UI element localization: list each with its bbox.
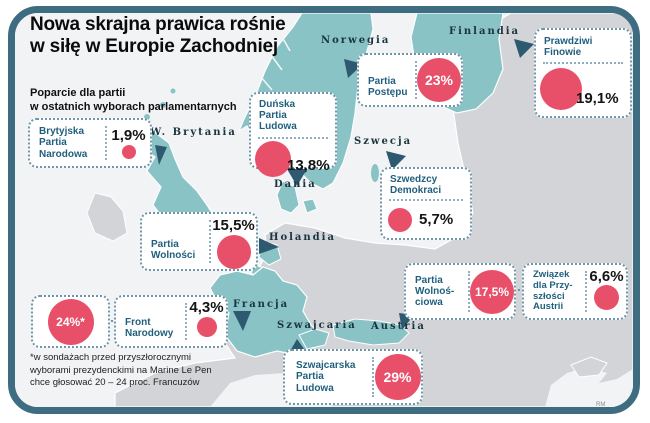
party-value-bnp: 1,9%	[111, 127, 146, 144]
callout-bnp: Brytyjska Partia Narodowa 1,9%	[28, 118, 152, 168]
party-value-fn-poll: 24%*	[56, 314, 85, 329]
map-label-netherlands: Holandia	[269, 232, 336, 243]
callout-fpo: Partia Wolnoś- ciowa 17,5%	[404, 263, 516, 320]
party-name-frp: Partia Postępu	[368, 75, 408, 98]
callout-frp: Partia Postępu 23%	[357, 53, 463, 107]
footnote: *w sondażach przed przyszłorocznymi wybo…	[30, 352, 212, 389]
map-label-switzerland: Szwajcaria	[277, 320, 357, 331]
value-dot	[594, 285, 619, 310]
divider	[105, 126, 107, 160]
party-name-df: Duńska Partia Ludowa	[259, 99, 297, 133]
map-label-france: Francja	[233, 299, 290, 310]
value-dot-fpo: 17,5%	[470, 269, 514, 314]
map-label-norway: Norwegia	[321, 35, 391, 46]
party-name-fn: Front Narodowy	[125, 316, 174, 339]
fjord-lines	[260, 34, 291, 91]
value-dot	[388, 207, 412, 232]
divider	[209, 220, 211, 263]
party-value-ps: 19,1%	[576, 90, 619, 107]
value-dot-fn-poll: 24%*	[47, 298, 94, 345]
value-dot	[216, 235, 251, 269]
map-label-denmark: Dania	[274, 179, 317, 190]
value-dot-frp: 23%	[417, 58, 461, 102]
page-title: Nowa skrajna prawica rośnie w siłę w Eur…	[30, 14, 286, 58]
party-value-fpo: 17,5%	[474, 284, 510, 299]
callout-fn-poll: 24%*	[31, 295, 110, 348]
map-label-austria: Austria	[371, 321, 426, 332]
callout-svp: Szwajcarska Partia Ludowa 29%	[283, 349, 423, 405]
callout-sd: Szwedzcy Demokraci 5,7%	[380, 167, 472, 240]
divider	[543, 62, 623, 65]
party-value-frp: 23%	[424, 72, 454, 88]
divider	[585, 271, 587, 312]
party-name-svp: Szwajcarska Partia Ludowa	[296, 360, 356, 394]
country-austria	[332, 318, 410, 346]
party-value-sd: 5,7%	[419, 211, 454, 229]
divider	[372, 357, 374, 397]
pointer-sweden	[386, 151, 406, 170]
party-name-ps: Prawdziwi Finowie	[544, 36, 593, 59]
party-value-df: 13,8%	[287, 156, 330, 174]
pointer-uk	[155, 145, 167, 165]
divider	[258, 136, 328, 139]
value-dot	[196, 317, 217, 337]
country-france	[209, 266, 322, 358]
island-zealand	[302, 198, 318, 214]
crimea	[570, 356, 608, 378]
callout-ps: Prawdziwi Finowie 19,1%	[534, 28, 632, 118]
party-name-fpo: Partia Wolnoś- ciowa	[415, 274, 455, 309]
connector-austria	[514, 289, 524, 291]
country-denmark	[276, 180, 300, 214]
island-gotland	[371, 164, 379, 182]
value-dot	[121, 145, 136, 159]
pointer-netherlands	[259, 238, 279, 254]
party-name-sd: Szwedzcy Demokraci	[390, 174, 442, 197]
divider	[389, 199, 463, 202]
pointer-finland	[514, 39, 534, 58]
callout-pvv: Partia Wolności 15,5%	[140, 212, 258, 271]
black-sea	[545, 367, 633, 407]
pointer-denmark	[287, 169, 307, 186]
party-value-pvv: 15,5%	[212, 217, 255, 234]
divider	[185, 303, 187, 340]
value-dot-svp: 29%	[374, 354, 421, 400]
island-orkney	[160, 102, 166, 108]
party-value-bzo: 6,6%	[589, 268, 624, 285]
map-label-sweden: Szwecja	[354, 136, 413, 147]
country-ireland	[86, 192, 128, 242]
connector-fn	[107, 320, 117, 322]
party-name-bzo: Związek dla Przy- szłości Austrii	[533, 269, 573, 313]
party-name-pvv: Partia Wolności	[151, 238, 196, 261]
value-dot	[540, 68, 582, 110]
country-switzerland	[298, 328, 330, 350]
callout-bzo: Związek dla Przy- szłości Austrii 6,6%	[522, 263, 628, 320]
watermark: RM	[596, 402, 606, 408]
map-label-finland: Finlandia	[449, 26, 520, 37]
map-label-uk: W. Brytania	[150, 127, 237, 138]
value-dot	[255, 140, 291, 177]
page-subtitle: Poparcie dla partii w ostatnich wyborach…	[30, 87, 237, 114]
callout-fn: Front Narodowy 4,3%	[114, 295, 228, 348]
party-name-bnp: Brytyjska Partia Narodowa	[39, 126, 88, 160]
divider	[415, 61, 417, 99]
pointer-france	[233, 311, 251, 331]
party-value-svp: 29%	[383, 369, 412, 385]
divider	[468, 271, 470, 312]
island-shetland	[170, 88, 176, 94]
party-value-fn: 4,3%	[189, 299, 224, 316]
callout-df: Duńska Partia Ludowa 13,8%	[249, 92, 337, 177]
